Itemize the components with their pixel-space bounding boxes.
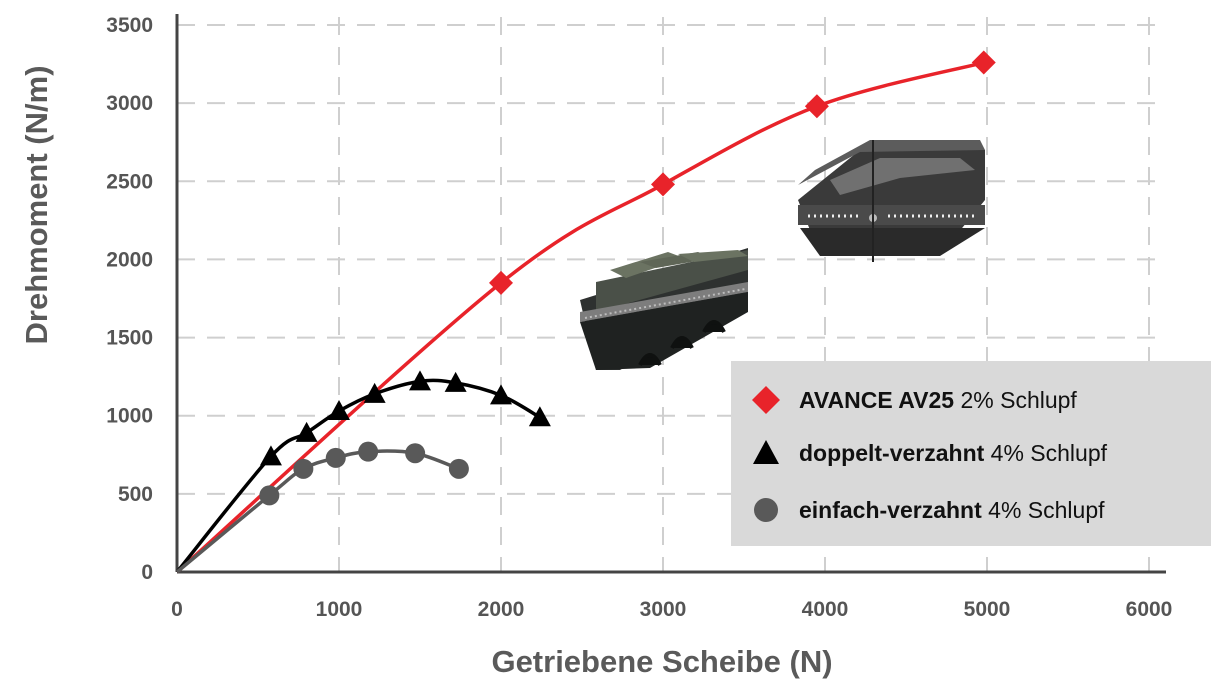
data-point-einfach-verzahnt-2 [293,458,314,479]
series-einfach-verzahnt [175,441,469,574]
legend-label-avance-av25: AVANCE AV25 2% Schlupf [799,387,1077,413]
legend-label-rest: 4% Schlupf [984,440,1107,466]
legend-marker-doppelt-verzahnt [753,440,779,464]
legend-marker-avance-av25 [752,386,780,414]
data-point-doppelt-verzahnt-6 [444,371,467,392]
series-line-avance-av25 [175,60,985,574]
tick-labels: 0 500 1000 1500 2000 2500 3000 3500 0 1000 2000 300… [106,14,1172,621]
legend-label-bold: doppelt-verzahnt [799,440,985,466]
data-point-doppelt-verzahnt-7 [490,384,512,405]
y-tick-label-0: 0 [141,561,153,584]
legend-label-rest: 4% Schlupf [982,497,1105,523]
legend-item-doppelt-verzahnt: doppelt-verzahnt 4% Schlupf [753,440,1108,466]
x-tick-label-0: 0 [171,598,183,621]
axes [175,14,1166,574]
legend-label-doppelt-verzahnt: doppelt-verzahnt 4% Schlupf [799,440,1108,466]
legend-item-einfach-verzahnt: einfach-verzahnt 4% Schlupf [754,497,1105,523]
data-point-doppelt-verzahnt-5 [409,370,431,391]
data-point-einfach-verzahnt-6 [448,458,469,479]
data-point-doppelt-verzahnt-3 [328,400,350,421]
data-point-avance-av25-2 [651,172,675,197]
series-layer [175,50,996,574]
data-point-avance-av25-3 [804,94,829,119]
y-tick-label-4: 2000 [106,248,153,271]
legend-marker-einfach-verzahnt [754,498,778,522]
x-tick-label-2: 2000 [478,598,525,621]
double-cogged-belt-image [580,248,748,370]
data-point-doppelt-verzahnt-4 [363,382,386,403]
legend-label-bold: einfach-verzahnt [799,497,982,523]
y-tick-label-5: 2500 [106,170,153,193]
data-point-avance-av25-1 [489,270,513,295]
legend-label-bold: AVANCE AV25 [799,387,954,413]
legend: AVANCE AV25 2% Schlupf doppelt-verzahnt 4… [731,361,1211,546]
legend-label-einfach-verzahnt: einfach-verzahnt 4% Schlupf [799,497,1105,523]
data-point-doppelt-verzahnt-8 [528,406,551,427]
legend-label-rest: 2% Schlupf [954,387,1077,413]
y-axis-label: Drehmoment (N/m) [19,65,54,344]
x-tick-label-3: 3000 [640,598,687,621]
series-avance-av25 [175,50,996,574]
data-point-einfach-verzahnt-4 [358,441,379,462]
x-tick-label-5: 5000 [964,598,1011,621]
series-line-einfach-verzahnt [175,449,460,574]
data-point-doppelt-verzahnt-2 [295,421,318,442]
y-tick-label-1: 500 [118,483,153,506]
data-point-avance-av25-4 [971,50,996,75]
data-point-einfach-verzahnt-3 [325,447,346,468]
legend-item-avance-av25: AVANCE AV25 2% Schlupf [752,386,1077,414]
data-point-einfach-verzahnt-1 [259,485,280,506]
avance-belt-image [798,140,985,262]
y-tick-label-7: 3500 [106,14,153,37]
x-axis-label: Getriebene Scheibe (N) [491,644,832,679]
data-point-einfach-verzahnt-5 [405,443,426,464]
data-point-doppelt-verzahnt-1 [259,445,282,466]
legend-box [731,361,1211,546]
x-tick-label-6: 6000 [1126,598,1173,621]
x-tick-label-1: 1000 [316,598,363,621]
x-tick-label-4: 4000 [802,598,849,621]
y-tick-label-2: 1000 [106,405,153,428]
y-tick-label-3: 1500 [106,327,153,350]
series-doppelt-verzahnt [175,370,551,574]
y-tick-label-6: 3000 [106,92,153,115]
